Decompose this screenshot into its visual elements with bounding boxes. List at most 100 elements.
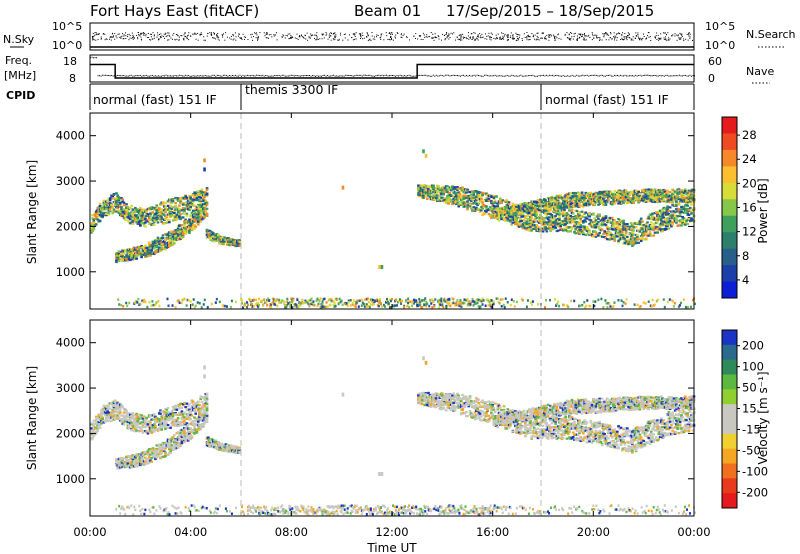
echo-cell bbox=[527, 211, 531, 214]
nsky-point bbox=[257, 38, 259, 40]
nsky-point bbox=[526, 39, 528, 41]
echo-cell bbox=[195, 208, 199, 212]
nsky-point bbox=[209, 32, 211, 34]
cpid-segment-1: normal (fast) 151 IF bbox=[93, 92, 217, 107]
nsky-point bbox=[123, 38, 125, 40]
nsky-point bbox=[157, 38, 159, 40]
nave-point bbox=[289, 75, 291, 77]
echo-cell bbox=[472, 196, 476, 199]
nsky-point bbox=[432, 37, 434, 39]
nsky-point bbox=[529, 39, 531, 41]
echo-cell bbox=[530, 229, 534, 232]
echo-cell bbox=[141, 249, 145, 252]
echo-cell bbox=[580, 191, 584, 194]
echo-cell bbox=[553, 220, 556, 224]
echo-cell bbox=[154, 213, 157, 216]
echo-cell bbox=[136, 216, 140, 220]
nsky-point bbox=[160, 36, 162, 38]
echo-cell bbox=[98, 219, 102, 222]
nsky-point bbox=[422, 39, 424, 41]
nsky-point bbox=[394, 36, 396, 38]
echo-cell bbox=[594, 235, 598, 238]
nave-point bbox=[174, 74, 176, 76]
nave-point bbox=[185, 74, 187, 76]
echo-cell bbox=[632, 241, 635, 245]
echo-cell bbox=[670, 225, 673, 228]
echo-cell bbox=[160, 217, 164, 220]
nave-point bbox=[210, 75, 212, 77]
nsky-point bbox=[545, 38, 547, 40]
echo-cell bbox=[568, 226, 571, 229]
nsky-point bbox=[511, 37, 513, 39]
echo-cell bbox=[199, 207, 203, 211]
nsky-point bbox=[95, 39, 97, 41]
echo-cell bbox=[145, 246, 148, 249]
nsky-point bbox=[367, 39, 369, 41]
echo-cell bbox=[183, 224, 186, 227]
nave-point bbox=[657, 75, 659, 77]
nsky-point bbox=[181, 35, 183, 37]
echo-cell bbox=[622, 221, 625, 225]
nsky-point bbox=[558, 38, 560, 40]
echo-cell bbox=[137, 249, 141, 252]
echo-cell bbox=[160, 208, 164, 211]
echo-cell bbox=[621, 237, 624, 241]
nsky-point bbox=[434, 36, 436, 38]
nsky-point bbox=[663, 38, 665, 40]
echo-cell bbox=[576, 191, 580, 194]
nsky-point bbox=[176, 34, 178, 36]
nsky-point bbox=[213, 37, 215, 39]
echo-cell bbox=[582, 233, 585, 236]
nave-point bbox=[402, 75, 404, 77]
echo-cell bbox=[579, 216, 583, 219]
nsky-point bbox=[183, 39, 185, 41]
echo-cell bbox=[668, 206, 672, 209]
nsky-point bbox=[634, 38, 636, 40]
echo-cell bbox=[532, 200, 536, 203]
echo-cell bbox=[613, 239, 617, 242]
echo-cell bbox=[171, 198, 175, 201]
nave-point bbox=[180, 75, 182, 77]
nsky-point bbox=[188, 39, 190, 41]
nsky-point bbox=[531, 33, 533, 35]
nsky-point bbox=[477, 34, 479, 36]
echo-cell bbox=[201, 197, 205, 201]
nsky-point bbox=[150, 36, 152, 38]
nsky-point bbox=[571, 32, 573, 34]
nave-point bbox=[535, 75, 537, 77]
nsky-point bbox=[449, 37, 451, 39]
nave-point bbox=[589, 75, 591, 77]
echo-cell bbox=[481, 207, 484, 210]
nave-point bbox=[112, 75, 114, 77]
nave-point bbox=[549, 74, 551, 76]
nsky-point bbox=[657, 37, 659, 39]
echo-cell bbox=[666, 217, 669, 220]
nave-point bbox=[133, 75, 135, 77]
nsky-point bbox=[597, 36, 599, 38]
nsky-point bbox=[388, 38, 390, 40]
echo-cell bbox=[594, 219, 598, 222]
nsky-point bbox=[217, 38, 219, 40]
nave-point bbox=[650, 75, 652, 77]
nsky-point bbox=[418, 35, 420, 37]
nsky-point bbox=[371, 35, 373, 37]
echo-cell bbox=[126, 219, 130, 222]
nsky-point bbox=[291, 36, 293, 38]
echo-cell bbox=[160, 220, 164, 223]
nsky-point bbox=[254, 32, 256, 34]
nave-point bbox=[170, 75, 172, 77]
nave-point bbox=[603, 75, 605, 77]
nsearch-tick-bottom: 10^0 bbox=[705, 39, 735, 52]
nave-point bbox=[641, 75, 643, 77]
nave-point bbox=[283, 74, 285, 76]
nsky-point bbox=[467, 35, 469, 37]
echo-cell bbox=[199, 209, 203, 213]
nsky-point bbox=[170, 37, 172, 39]
nsky-point bbox=[423, 34, 425, 36]
nave-point bbox=[192, 75, 194, 77]
nsky-point bbox=[513, 37, 515, 39]
echo-cell bbox=[535, 213, 539, 216]
echo-cell bbox=[457, 205, 461, 208]
nsky-point bbox=[595, 36, 597, 38]
nsky-point bbox=[353, 34, 355, 36]
